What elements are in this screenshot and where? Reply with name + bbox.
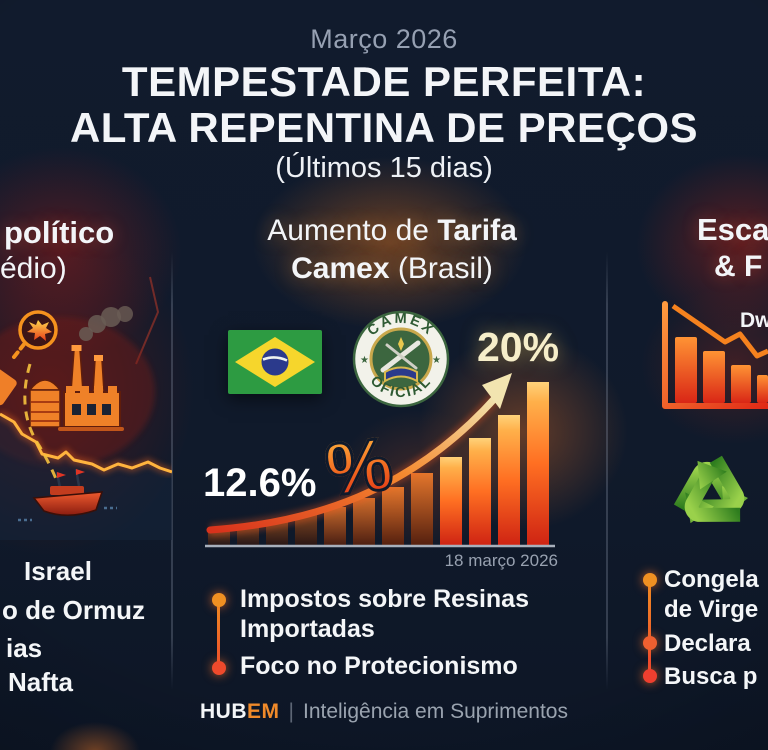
start-value-label: 12.6% (203, 461, 317, 505)
seal-emblem (380, 337, 421, 383)
chart-date-label: 18 março 2026 (444, 551, 558, 570)
right-bullet-dot-1 (643, 573, 657, 587)
heading-bold-camex: Camex (291, 252, 390, 286)
heading-post: (Brasil) (397, 252, 493, 286)
brand-logo: HUBEM (200, 700, 280, 724)
header-date: Março 2026 (310, 24, 458, 54)
middle-column-heading: Aumento de Tarifa Camex (Brasil) (180, 212, 604, 288)
footer: HUBEM | Inteligência em Suprimentos (0, 700, 768, 724)
chart-trend-label: Dw (740, 309, 768, 332)
divider-left (171, 252, 173, 690)
border-lines (135, 276, 160, 365)
end-value-label: 20% (477, 324, 560, 370)
coastline (0, 412, 172, 474)
oil-tank-icon (28, 379, 62, 428)
downward-trend-line (671, 303, 768, 359)
page-title-line2: ALTA REPENTINA DE PREÇOS (69, 104, 699, 151)
left-bullet-3: ias (6, 633, 43, 663)
growth-arrowhead (482, 373, 512, 409)
brand-em: EM (247, 700, 280, 723)
footer-separator: | (288, 700, 294, 723)
left-bullet-1: Israel (24, 556, 92, 586)
right-bullet-connector (648, 580, 651, 676)
brazil-flag (228, 330, 322, 394)
right-bullet-1-line2: de Virge (664, 596, 759, 623)
left-column-heading-line1: político (4, 215, 115, 250)
middle-bullet-2: Foco no Protecionismo (240, 652, 518, 680)
footer-tagline: Inteligência em Suprimentos (302, 700, 568, 723)
camex-seal: CAMEX OFICIAL ★ ★ (352, 310, 450, 408)
ship-icon (18, 468, 117, 522)
right-bullet-dot-2 (643, 636, 657, 650)
growth-arrow (206, 393, 500, 534)
right-bullet-1-line1: Congela (664, 566, 759, 593)
seal-star-left: ★ (360, 355, 369, 366)
geopolitical-illustration (0, 276, 172, 540)
divider-right (606, 252, 608, 690)
right-bullet-2: Declara (664, 630, 751, 657)
right-column-heading-line2: & F (714, 250, 763, 283)
kite-shape (0, 368, 17, 406)
right-bullet-dot-3 (643, 669, 657, 683)
heading-pre: Aumento de (267, 214, 429, 247)
middle-bullet-dot-2 (212, 661, 226, 675)
page-title-line1: TEMPESTADE PERFEITA: (121, 58, 647, 105)
rising-bars-chart (205, 373, 555, 548)
header-subtitle: (Últimos 15 dias) (275, 152, 493, 184)
brand-hub: HUB (200, 700, 248, 723)
middle-bullet-connector (217, 600, 220, 668)
big-percent-symbol: % (320, 420, 398, 513)
middle-bullet-1: Impostos sobre Resinas Importadas (240, 585, 529, 643)
declining-bars-chart (662, 301, 768, 409)
seal-star-right: ★ (432, 355, 441, 366)
recycle-icon (650, 428, 768, 553)
left-column-heading-line2: édio) (0, 252, 67, 285)
explosion-magnifier-icon (12, 310, 58, 359)
heading-bold-tarifa: Tarifa (437, 214, 517, 247)
left-bullet-4: Nafta (8, 667, 74, 697)
chart-axis (662, 301, 768, 409)
factory-icon (58, 306, 133, 431)
left-bullet-2: o de Ormuz (2, 595, 146, 625)
right-column-heading-line1: Esca (697, 212, 768, 247)
route-dashed-line (23, 363, 60, 485)
middle-bullet-dot-1 (212, 593, 226, 607)
right-bullet-3: Busca p (664, 663, 758, 690)
